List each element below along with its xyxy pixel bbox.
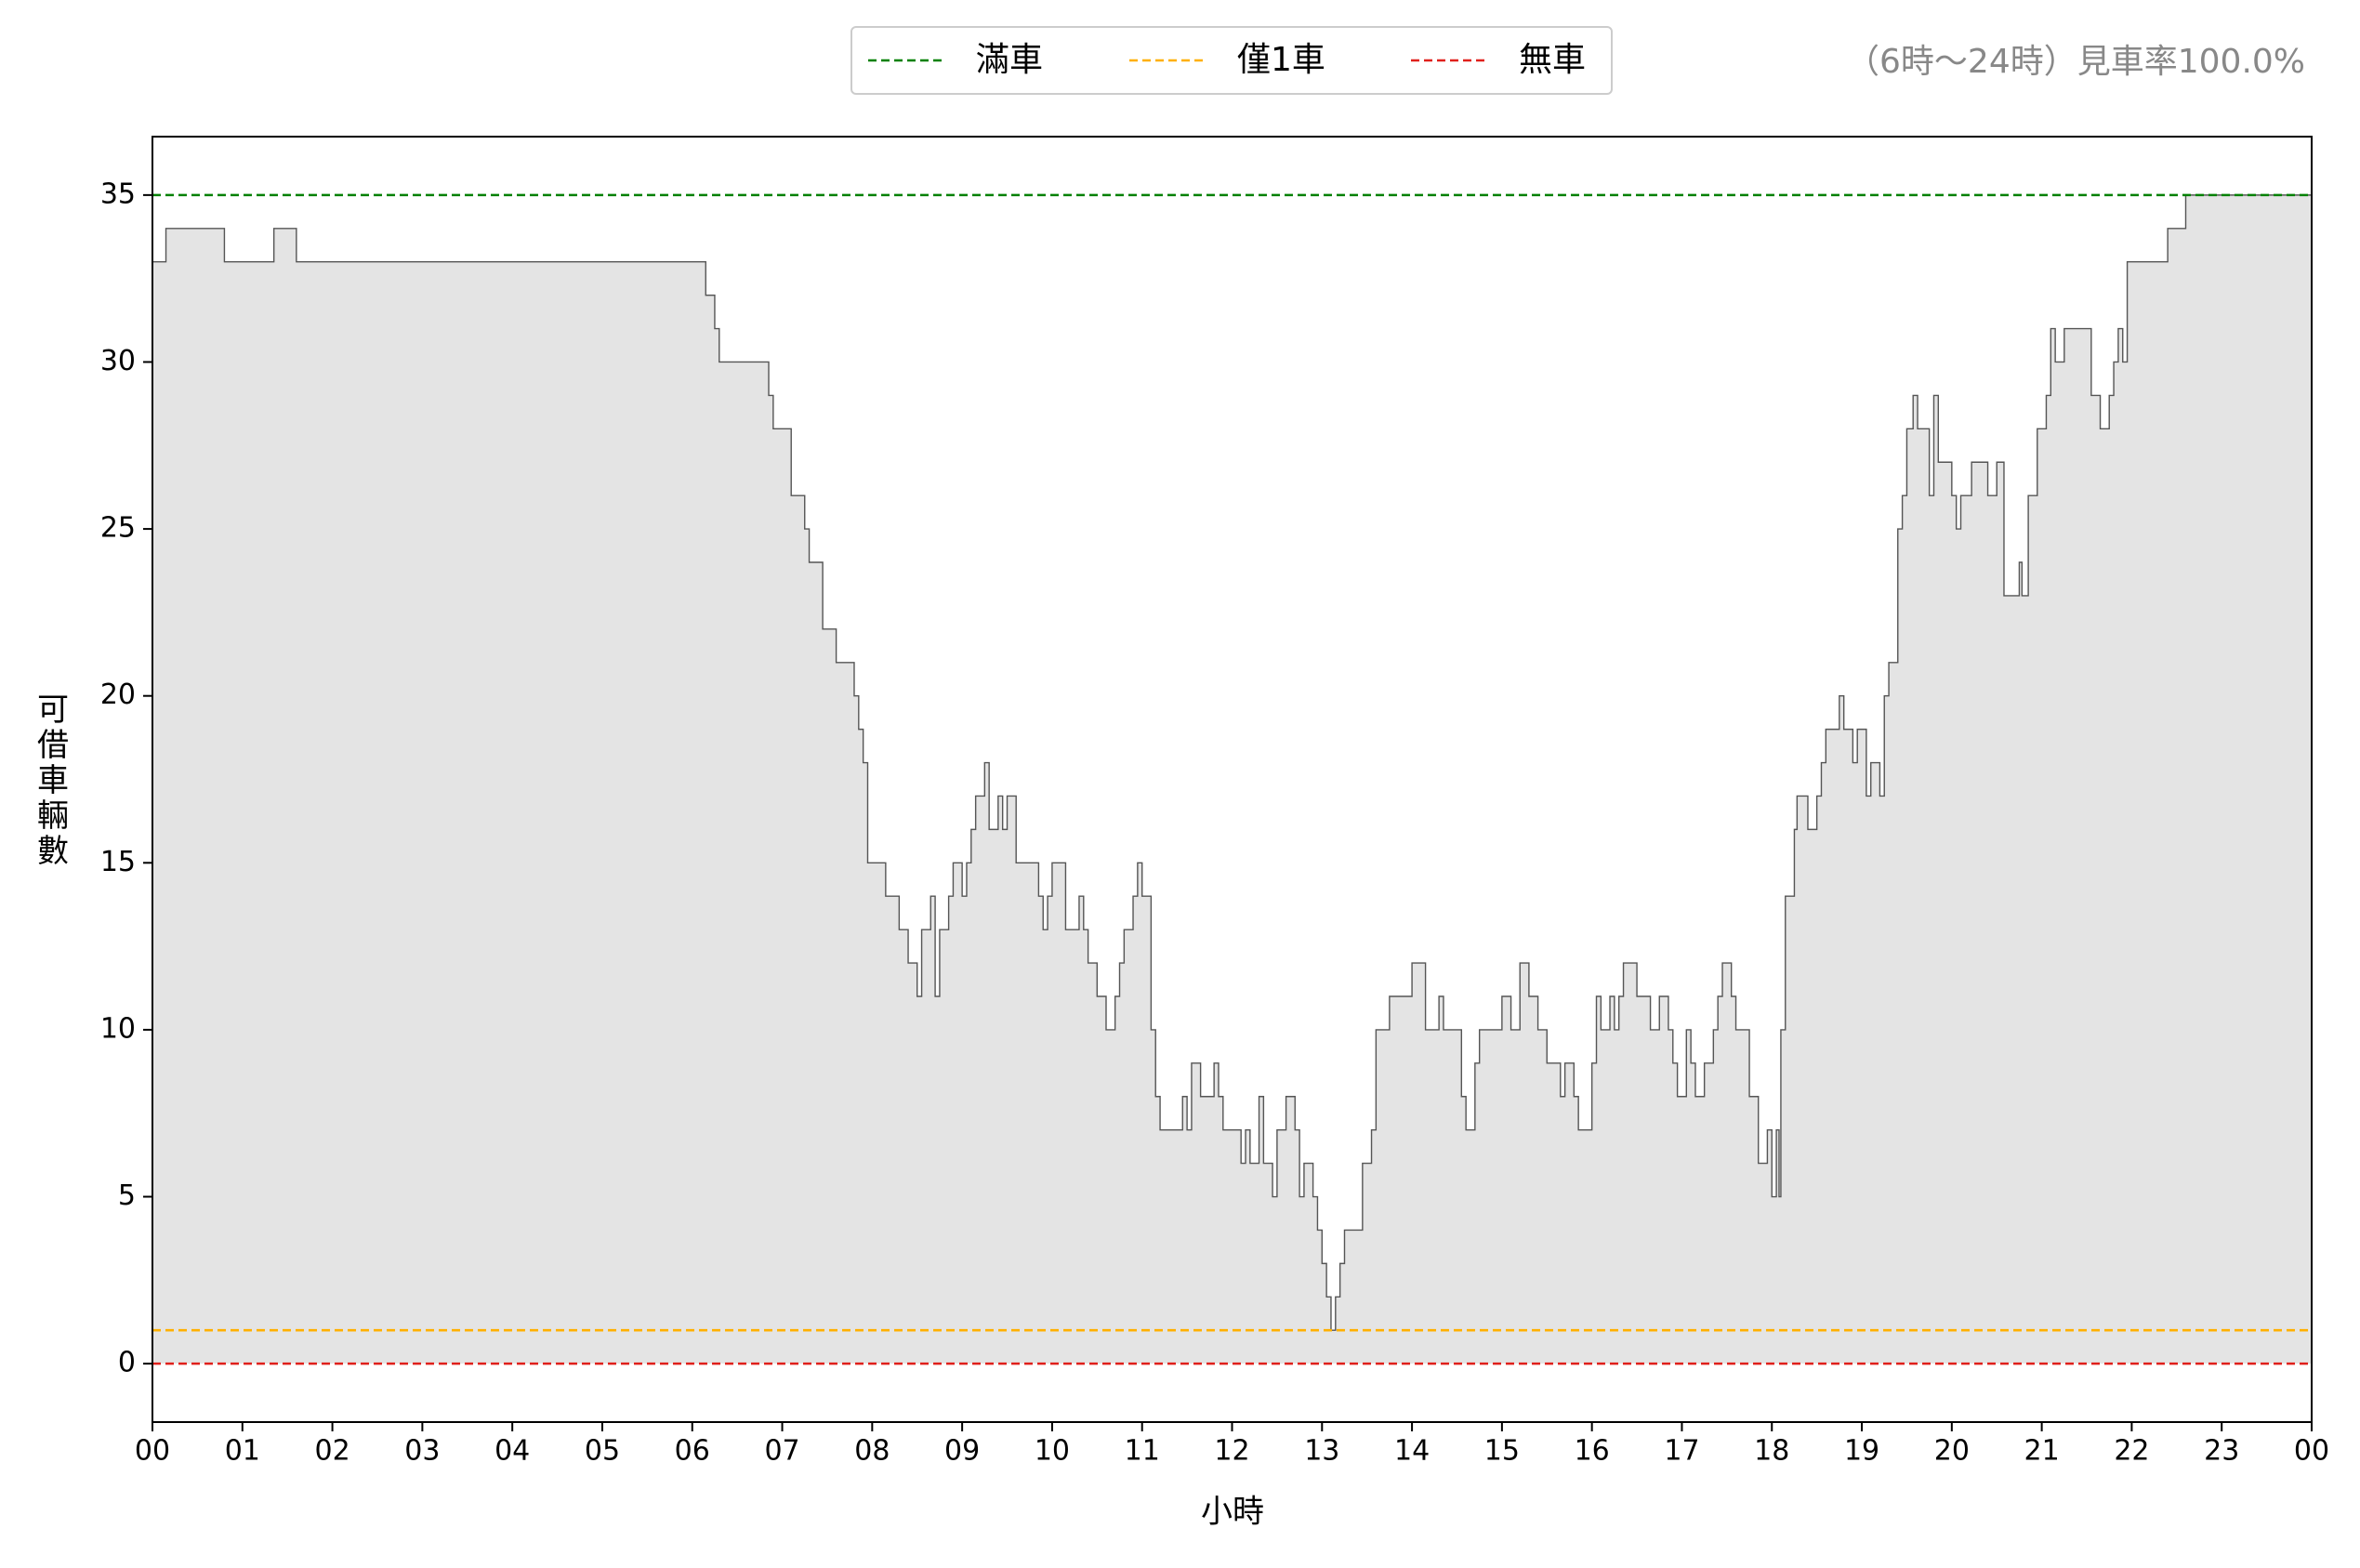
y-tick-label: 10: [100, 1012, 136, 1045]
y-tick-label: 25: [100, 512, 136, 545]
x-tick-label: 00: [135, 1435, 170, 1468]
x-tick-label: 10: [1035, 1435, 1070, 1468]
x-tick-label: 14: [1394, 1435, 1430, 1468]
legend-label: 滿車: [976, 41, 1043, 79]
y-axis-label: 可借車輛數: [32, 692, 69, 869]
x-tick-label: 18: [1754, 1435, 1789, 1468]
x-tick-label: 21: [2024, 1435, 2060, 1468]
y-tick-label: 5: [118, 1179, 136, 1212]
x-tick-label: 03: [404, 1435, 440, 1468]
y-tick-label: 30: [100, 345, 136, 377]
x-tick-label: 07: [764, 1435, 799, 1468]
x-tick-label: 02: [314, 1435, 349, 1468]
x-tick-label: 09: [944, 1435, 980, 1468]
legend-label: 無車: [1519, 41, 1586, 79]
y-tick-label: 20: [100, 679, 136, 711]
x-tick-label: 08: [854, 1435, 890, 1468]
x-tick-label: 23: [2204, 1435, 2239, 1468]
x-tick-label: 13: [1304, 1435, 1339, 1468]
x-tick-label: 12: [1214, 1435, 1249, 1468]
y-tick-label: 0: [118, 1347, 136, 1379]
x-tick-label: 01: [225, 1435, 260, 1468]
x-axis-label: 小時: [1201, 1494, 1264, 1531]
area: [152, 194, 2312, 1364]
x-tick-label: 00: [2294, 1435, 2329, 1468]
legend-label: 僅1車: [1237, 41, 1325, 79]
annotation: （6時～24時）見車率100.0%: [1846, 43, 2305, 81]
x-tick-label: 16: [1575, 1435, 1610, 1468]
legend-box: [850, 26, 1613, 95]
x-tick-label: 22: [2114, 1435, 2149, 1468]
x-tick-label: 04: [494, 1435, 530, 1468]
x-tick-label: 20: [1934, 1435, 1970, 1468]
x-tick-label: 11: [1125, 1435, 1160, 1468]
y-tick-label: 15: [100, 846, 136, 878]
step-line: [152, 194, 2313, 1331]
x-tick-label: 19: [1844, 1435, 1879, 1468]
x-tick-label: 15: [1484, 1435, 1520, 1468]
x-tick-label: 05: [585, 1435, 620, 1468]
x-tick-label: 06: [675, 1435, 710, 1468]
y-tick-label: 35: [100, 178, 136, 210]
x-tick-label: 17: [1664, 1435, 1699, 1468]
